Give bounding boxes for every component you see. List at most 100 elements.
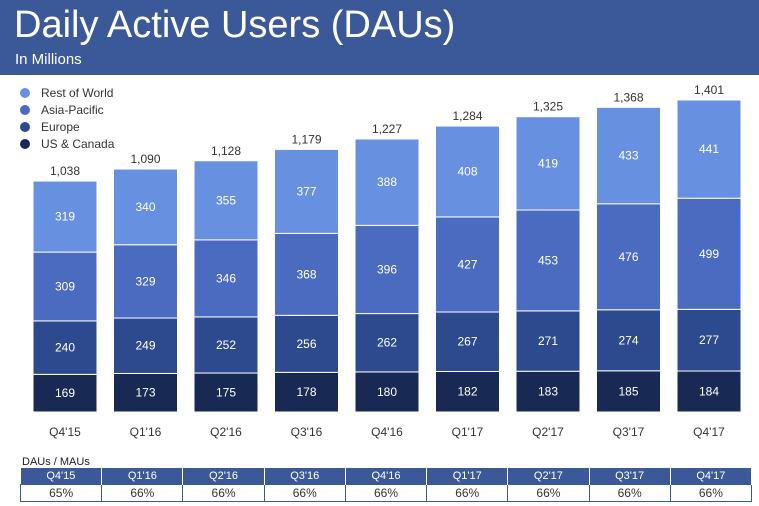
segment-value-label: 499 [699,247,719,261]
x-tick-label: Q4'17 [693,425,725,439]
x-tick-label: Q1'16 [130,425,162,439]
bar-total-label: 1,401 [694,83,724,97]
dau-mau-quarter-row: Q4'15 Q1'16 Q2'16 Q3'16 Q4'16 Q1'17 Q2'1… [20,468,753,485]
bar-total-label: 1,038 [50,164,80,178]
segment-value-label: 419 [538,156,558,170]
dau-mau-quarter: Q4'16 [345,468,428,485]
bar-total-label: 1,284 [452,109,482,123]
segment-value-label: 355 [216,193,236,207]
legend-label: US & Canada [41,136,115,151]
legend-label: Asia-Pacific [41,102,104,117]
dau-mau-quarter: Q4'15 [20,468,103,485]
segment-value-label: 368 [296,267,316,281]
segment-value-label: 319 [55,210,75,224]
segment-value-label: 408 [457,164,477,178]
bar-segment-rest-of-world [435,125,500,218]
dau-mau-value: 66% [263,484,346,502]
segment-value-label: 267 [457,335,477,349]
segment-value-label: 183 [538,385,558,399]
bar-segment-europe [193,316,259,374]
dau-mau-quarter: Q2'16 [182,468,265,485]
segment-value-label: 309 [55,280,75,294]
legend-item-europe: Europe [20,118,114,135]
dau-mau-quarter: Q4'17 [670,468,753,485]
segment-value-label: 256 [296,337,316,351]
bar-segment-rest-of-world [596,106,661,205]
bar-segment-asia-pacific [435,216,500,313]
segment-value-label: 396 [377,262,397,276]
bar-segment-asia-pacific [515,209,581,312]
bar-segment-europe [676,308,742,372]
page-title: Daily Active Users (DAUs) [14,4,456,46]
chart-legend: Rest of World Asia-Pacific Europe US & C… [20,84,114,152]
dau-mau-title: DAUs / MAUs [22,456,90,468]
segment-value-label: 346 [216,271,236,285]
segment-value-label: 388 [377,175,397,189]
bar-segment-rest-of-world [354,138,420,226]
bar-total-label: 1,179 [291,132,321,146]
dau-mau-quarter: Q3'16 [264,468,346,485]
dau-mau-value: 66% [669,484,753,502]
bar-segment-europe [354,313,420,373]
dau-mau-quarter: Q1'17 [426,468,509,485]
x-tick-label: Q3'16 [291,425,323,439]
stacked-bar-chart: 169 240 309 319 1,038 Q4'15 173 249 329 340 1,090 Q… [32,83,742,439]
dau-mau-value: 66% [507,484,590,502]
segment-value-label: 433 [618,149,638,163]
segment-value-label: 185 [618,384,638,398]
segment-value-label: 427 [457,257,477,271]
bar-total-label: 1,325 [533,100,563,114]
bar-segment-asia-pacific [274,232,339,316]
bar-segment-europe [113,317,178,374]
segment-value-label: 277 [699,333,719,347]
segment-value-label: 182 [457,385,477,399]
segment-value-label: 274 [618,333,638,347]
bar-segment-asia-pacific [354,224,420,315]
bar-segment-rest-of-world [32,180,98,253]
segment-value-label: 169 [55,386,75,400]
dau-mau-value: 66% [182,484,265,502]
x-tick-label: Q4'15 [49,425,81,439]
legend-item-us-canada: US & Canada [20,135,114,152]
legend-label: Rest of World [41,85,114,100]
segment-value-label: 340 [135,200,155,214]
segment-value-label: 173 [135,386,155,400]
bar-segment-rest-of-world [274,148,339,234]
dau-mau-quarter: Q3'17 [589,468,671,485]
x-tick-label: Q4'16 [371,425,403,439]
bar-total-label: 1,090 [130,152,160,166]
segment-value-label: 476 [618,250,638,264]
segment-value-label: 329 [135,274,155,288]
bar-segment-asia-pacific [32,251,98,322]
bar-segment-asia-pacific [113,244,178,319]
x-tick-label: Q2'16 [210,425,242,439]
bar-segment-europe [515,310,581,372]
bar-total-label: 1,227 [372,122,402,136]
bar-segment-europe [435,311,500,372]
bar-segment-rest-of-world [515,116,581,211]
bar-segment-us-canada [274,371,339,413]
legend-swatch-rest-of-world [20,87,30,98]
legend-swatch-us-canada [20,138,30,149]
segment-value-label: 184 [699,385,719,399]
bar-segment-asia-pacific [193,239,259,318]
dau-mau-value: 66% [344,484,428,502]
segment-value-label: 453 [538,253,558,267]
segment-value-label: 377 [296,184,316,198]
segment-value-label: 249 [135,339,155,353]
dau-mau-quarter: Q1'16 [101,468,184,485]
segment-value-label: 441 [699,142,719,156]
bar-segment-europe [32,320,98,375]
legend-item-rest-of-world: Rest of World [20,84,114,101]
bar-total-label: 1,368 [613,90,643,104]
bar-segment-asia-pacific [676,197,742,310]
header-banner: Daily Active Users (DAUs) In Millions [0,0,759,75]
page-subtitle: In Millions [15,51,82,68]
x-tick-label: Q3'17 [613,425,645,439]
segment-value-label: 262 [377,336,397,350]
segment-value-label: 178 [296,385,316,399]
segment-value-label: 180 [377,385,397,399]
segment-value-label: 271 [538,334,558,348]
segment-value-label: 240 [55,341,75,355]
segment-value-label: 175 [216,386,236,400]
